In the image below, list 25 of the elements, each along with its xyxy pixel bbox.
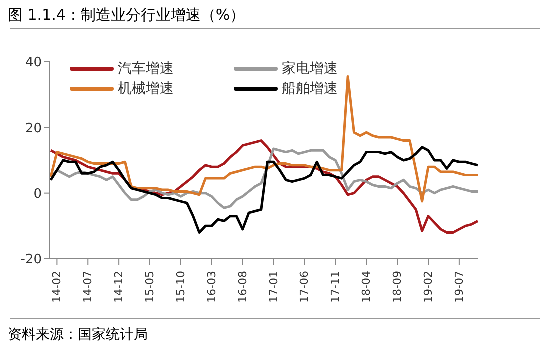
x-tick-label: 17-11 [329, 271, 342, 303]
x-tick-label: 14-12 [112, 271, 126, 303]
x-tick-label: 17-01 [267, 271, 280, 303]
x-tick-label: 19-07 [452, 271, 466, 303]
x-tick-label: 17-06 [298, 271, 312, 303]
x-tick-label: 16-08 [236, 271, 250, 303]
x-tick-label: 14-02 [50, 271, 64, 303]
x-tick-label: 18-09 [391, 271, 404, 303]
x-tick-label: 15-10 [174, 271, 188, 303]
text: 资料来源：国家统计局 [8, 326, 148, 344]
x-tick-label: 15-05 [144, 271, 157, 303]
x-tick-label: 18-04 [360, 271, 374, 303]
y-tick-label: 40 [25, 56, 42, 71]
line-series [50, 76, 480, 203]
chart-title: 图 1.1.4：制造业分行业增速（%） [8, 6, 246, 25]
x-tick-label: 19-02 [422, 271, 435, 303]
legend-label: 机械增速 [118, 80, 174, 98]
y-tick-label: -20 [20, 252, 42, 268]
y-tick-label: 0 [34, 186, 42, 202]
legend-label: 汽车增速 [118, 60, 174, 78]
y-tick-label: 20 [25, 121, 42, 136]
x-tick-label: 16-03 [205, 271, 218, 303]
legend-label: 家电增速 [282, 60, 338, 78]
x-tick-label: 14-07 [82, 271, 95, 303]
legend-label: 船舶增速 [282, 80, 338, 98]
